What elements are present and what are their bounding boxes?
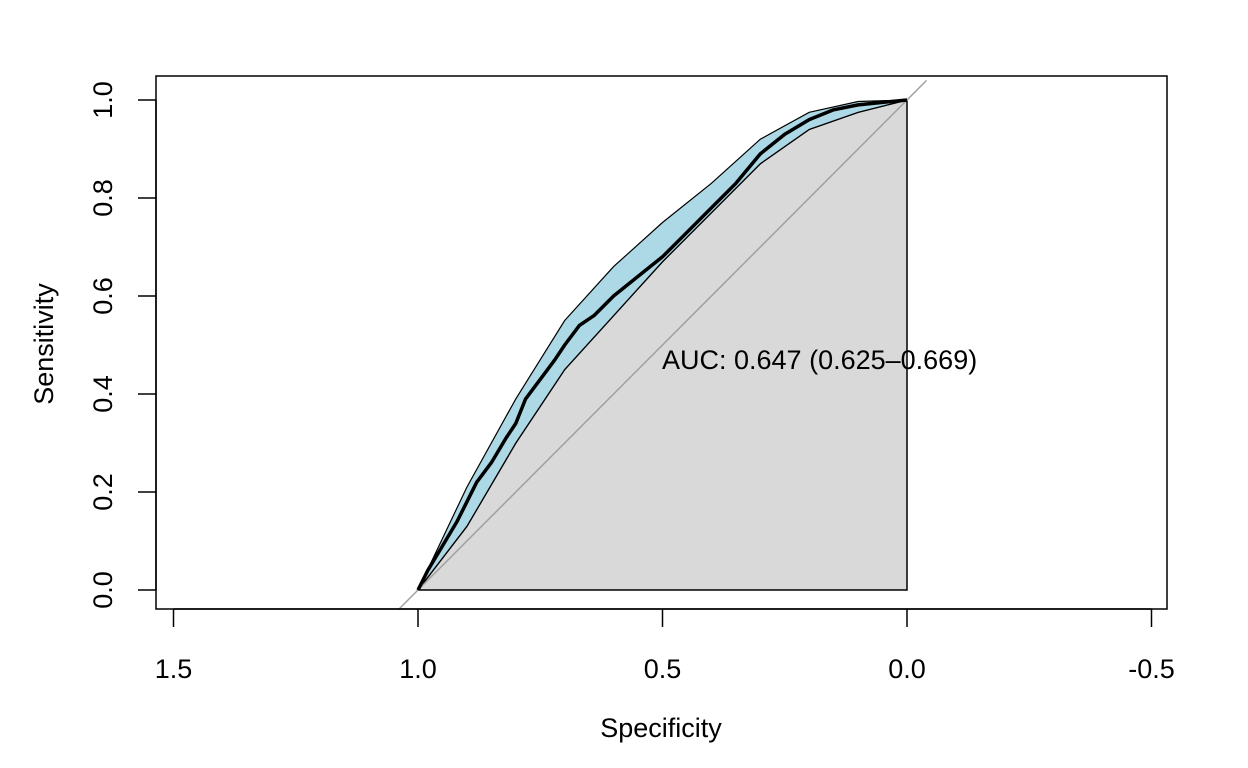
y-tick-label: 0.6 (88, 277, 118, 315)
x-axis: 1.5 1.0 0.5 0.0 -0.5 (155, 608, 1175, 684)
diagonal-layer (397, 79, 928, 611)
y-tick-label: 1.0 (88, 81, 118, 119)
roc-curve (416, 98, 908, 591)
y-tick-label: 0.2 (88, 473, 118, 511)
x-tick-label: -0.5 (1128, 654, 1175, 684)
roc-curve-layer (416, 98, 908, 591)
x-axis-title: Specificity (600, 713, 722, 743)
y-tick-label: 0.8 (88, 179, 118, 217)
diagonal-line (397, 79, 928, 611)
x-tick-label: 0.0 (888, 654, 926, 684)
x-tick-label: 1.0 (399, 654, 437, 684)
y-tick-label: 0.0 (88, 571, 118, 609)
y-axis-title: Sensitivity (29, 283, 59, 405)
x-tick-label: 1.5 (155, 654, 193, 684)
y-axis: 0.0 0.2 0.4 0.6 0.8 1.0 (88, 81, 157, 609)
y-tick-label: 0.4 (88, 375, 118, 413)
auc-annotation: AUC: 0.647 (0.625–0.669) (662, 345, 977, 375)
x-tick-label: 0.5 (644, 654, 682, 684)
